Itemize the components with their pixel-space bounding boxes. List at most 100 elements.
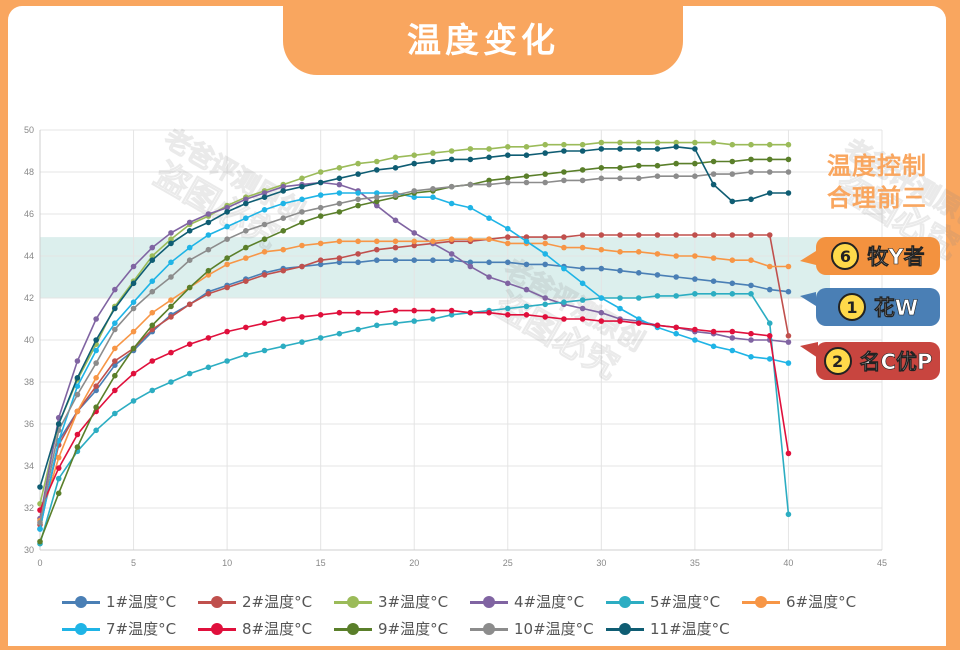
data-point[interactable] — [729, 232, 736, 238]
data-point[interactable] — [336, 238, 343, 245]
data-point[interactable] — [710, 158, 717, 165]
data-point[interactable] — [523, 173, 530, 179]
data-point[interactable] — [299, 209, 305, 215]
data-point[interactable] — [542, 234, 548, 240]
data-point[interactable] — [561, 299, 567, 306]
data-point[interactable] — [785, 333, 792, 339]
data-point[interactable] — [523, 261, 530, 268]
data-point[interactable] — [37, 526, 43, 532]
legend-item[interactable]: 5#温度°C — [604, 591, 740, 612]
data-point[interactable] — [617, 318, 623, 324]
data-point[interactable] — [411, 257, 418, 264]
data-point[interactable] — [93, 375, 99, 381]
data-point[interactable] — [243, 278, 249, 285]
data-point[interactable] — [692, 276, 698, 282]
data-point[interactable] — [448, 148, 455, 154]
data-point[interactable] — [579, 148, 586, 154]
data-point[interactable] — [748, 330, 754, 337]
data-point[interactable] — [392, 165, 399, 171]
data-point[interactable] — [374, 202, 380, 209]
data-point[interactable] — [186, 370, 193, 377]
data-point[interactable] — [168, 379, 174, 385]
data-point[interactable] — [430, 257, 436, 264]
data-point[interactable] — [411, 318, 418, 324]
data-point[interactable] — [149, 387, 156, 394]
data-point[interactable] — [766, 232, 773, 238]
data-point[interactable] — [186, 228, 193, 234]
data-point[interactable] — [74, 375, 81, 381]
data-point[interactable] — [112, 320, 118, 327]
data-point[interactable] — [374, 309, 380, 316]
data-point[interactable] — [392, 244, 399, 251]
data-point[interactable] — [168, 236, 174, 242]
data-point[interactable] — [261, 236, 268, 242]
data-point[interactable] — [355, 326, 361, 333]
data-point[interactable] — [261, 249, 268, 255]
data-point[interactable] — [729, 291, 736, 297]
data-point[interactable] — [673, 330, 679, 337]
data-point[interactable] — [37, 538, 43, 545]
data-point[interactable] — [130, 263, 137, 270]
data-point[interactable] — [748, 257, 754, 264]
data-point[interactable] — [224, 223, 230, 230]
data-point[interactable] — [598, 246, 605, 253]
data-point[interactable] — [785, 190, 792, 196]
data-point[interactable] — [467, 263, 474, 270]
data-point[interactable] — [504, 280, 511, 287]
data-point[interactable] — [617, 146, 623, 152]
data-point[interactable] — [205, 335, 212, 341]
data-point[interactable] — [186, 257, 193, 264]
data-point[interactable] — [504, 225, 511, 232]
data-point[interactable] — [411, 188, 418, 194]
data-point[interactable] — [392, 238, 399, 245]
data-point[interactable] — [243, 228, 249, 234]
data-point[interactable] — [93, 427, 99, 434]
data-point[interactable] — [336, 181, 343, 188]
data-point[interactable] — [355, 202, 361, 209]
data-point[interactable] — [392, 192, 399, 198]
data-point[interactable] — [542, 314, 548, 320]
data-point[interactable] — [317, 261, 324, 268]
data-point[interactable] — [710, 171, 717, 177]
data-point[interactable] — [112, 345, 118, 352]
data-point[interactable] — [355, 309, 361, 316]
data-point[interactable] — [374, 257, 380, 264]
legend-item[interactable]: 8#温度°C — [196, 618, 332, 639]
data-point[interactable] — [654, 251, 661, 257]
data-point[interactable] — [168, 230, 174, 236]
data-point[interactable] — [448, 312, 455, 318]
data-point[interactable] — [448, 156, 455, 163]
data-point[interactable] — [261, 347, 268, 354]
data-point[interactable] — [243, 196, 249, 203]
data-point[interactable] — [598, 318, 605, 324]
data-point[interactable] — [785, 141, 792, 148]
data-point[interactable] — [523, 152, 530, 158]
data-point[interactable] — [205, 246, 212, 253]
data-point[interactable] — [243, 215, 249, 221]
data-point[interactable] — [542, 295, 548, 301]
data-point[interactable] — [748, 196, 754, 203]
data-point[interactable] — [411, 152, 418, 158]
data-point[interactable] — [748, 337, 754, 343]
data-point[interactable] — [635, 146, 642, 152]
data-point[interactable] — [336, 190, 343, 196]
data-point[interactable] — [710, 181, 717, 188]
data-point[interactable] — [411, 242, 418, 249]
data-point[interactable] — [785, 450, 792, 457]
data-point[interactable] — [130, 280, 137, 287]
data-point[interactable] — [673, 139, 679, 146]
data-point[interactable] — [130, 305, 137, 312]
legend-item[interactable]: 4#温度°C — [468, 591, 604, 612]
data-point[interactable] — [654, 272, 661, 278]
data-point[interactable] — [561, 169, 567, 175]
data-point[interactable] — [467, 236, 474, 242]
legend-item[interactable]: 2#温度°C — [196, 591, 332, 612]
data-point[interactable] — [785, 360, 792, 366]
data-point[interactable] — [542, 171, 548, 177]
data-point[interactable] — [748, 282, 754, 289]
data-point[interactable] — [673, 324, 679, 331]
data-point[interactable] — [149, 322, 156, 329]
data-point[interactable] — [598, 295, 605, 301]
data-point[interactable] — [635, 295, 642, 301]
legend-item[interactable]: 9#温度°C — [332, 618, 468, 639]
